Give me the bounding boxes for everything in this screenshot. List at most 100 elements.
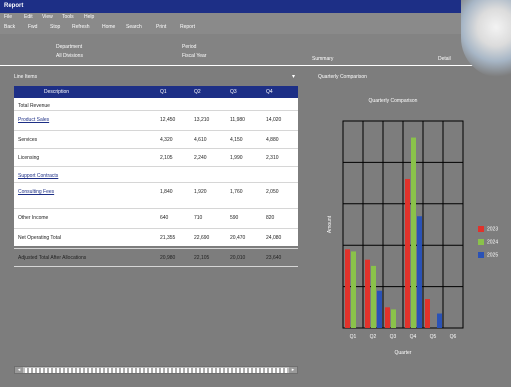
bar[interactable] bbox=[391, 309, 396, 328]
bar[interactable] bbox=[345, 249, 350, 328]
row-label: Total Revenue bbox=[18, 103, 50, 109]
col-header-q4[interactable]: Q4 bbox=[266, 89, 273, 95]
chart-legend: 2023 2024 2025 bbox=[478, 226, 498, 265]
row-value: 640 bbox=[160, 215, 168, 221]
bar-chart: Q1 Q2 Q3 Q4 Q5 Q6 Quarter Amount bbox=[313, 86, 478, 371]
x-tick-label: Q3 bbox=[390, 334, 397, 340]
table-row[interactable]: Support Contracts bbox=[14, 169, 298, 183]
bar[interactable] bbox=[351, 251, 356, 328]
x-tick-label: Q1 bbox=[350, 334, 357, 340]
header-period-value: Fiscal Year bbox=[182, 53, 206, 59]
row-value: 12,450 bbox=[160, 117, 175, 123]
table-row[interactable]: Consulting Fees 1,840 1,920 1,760 2,050 bbox=[14, 185, 298, 209]
menu-edit[interactable]: Edit bbox=[24, 14, 33, 20]
stop-button[interactable]: Stop bbox=[50, 24, 60, 30]
table-row[interactable]: Adjusted Total After Allocations 20,980 22… bbox=[14, 251, 298, 267]
table-row[interactable]: Total Revenue bbox=[14, 99, 298, 111]
menu-help[interactable]: Help bbox=[84, 14, 94, 20]
legend-item: 2025 bbox=[478, 252, 498, 265]
left-section-label: Line Items bbox=[14, 74, 37, 80]
header-period-label: Period bbox=[182, 44, 196, 50]
row-value: 20,010 bbox=[230, 255, 245, 261]
row-value: 1,840 bbox=[160, 189, 173, 195]
menu-view[interactable]: View bbox=[42, 14, 53, 20]
bar[interactable] bbox=[417, 216, 422, 328]
print-button[interactable]: Print bbox=[156, 24, 166, 30]
legend-label: 2025 bbox=[487, 252, 498, 258]
legend-item: 2023 bbox=[478, 226, 498, 239]
row-value: 710 bbox=[194, 215, 202, 221]
menu-file[interactable]: File bbox=[4, 14, 12, 20]
table-header: Description Q1 Q2 Q3 Q4 bbox=[14, 86, 298, 98]
col-header-q1[interactable]: Q1 bbox=[160, 89, 167, 95]
tab-detail[interactable]: Detail bbox=[438, 56, 451, 62]
col-header-q2[interactable]: Q2 bbox=[194, 89, 201, 95]
row-value: 820 bbox=[266, 215, 274, 221]
row-value: 1,990 bbox=[230, 155, 243, 161]
legend-swatch bbox=[478, 252, 484, 258]
row-value: 4,880 bbox=[266, 137, 279, 143]
bar[interactable] bbox=[437, 314, 442, 328]
y-axis-label: Amount bbox=[327, 215, 333, 233]
report-header bbox=[0, 34, 511, 66]
bar[interactable] bbox=[365, 260, 370, 328]
row-value: 21,355 bbox=[160, 235, 175, 241]
row-label: Services bbox=[18, 137, 37, 143]
header-department-label: Department bbox=[56, 44, 82, 50]
col-header-q3[interactable]: Q3 bbox=[230, 89, 237, 95]
x-tick-label: Q5 bbox=[430, 334, 437, 340]
row-link[interactable]: Product Sales bbox=[18, 117, 49, 123]
report-button[interactable]: Report bbox=[180, 24, 195, 30]
refresh-button[interactable]: Refresh bbox=[72, 24, 90, 30]
row-label: Adjusted Total After Allocations bbox=[18, 255, 86, 261]
row-value: 20,980 bbox=[160, 255, 175, 261]
row-value: 14,020 bbox=[266, 117, 281, 123]
toolbar: Back Fwd Stop Refresh Home Search Print … bbox=[0, 22, 470, 34]
bar[interactable] bbox=[377, 291, 382, 328]
row-link[interactable]: Consulting Fees bbox=[18, 189, 54, 195]
scroll-right-icon[interactable]: ▸ bbox=[289, 367, 297, 373]
table-row[interactable]: Licensing 2,105 2,240 1,990 2,310 bbox=[14, 151, 298, 167]
row-link[interactable]: Support Contracts bbox=[18, 173, 58, 179]
bar[interactable] bbox=[411, 138, 416, 328]
row-value: 13,210 bbox=[194, 117, 209, 123]
bar[interactable] bbox=[385, 307, 390, 328]
row-value: 4,610 bbox=[194, 137, 207, 143]
row-value: 2,240 bbox=[194, 155, 207, 161]
row-value: 2,310 bbox=[266, 155, 279, 161]
menu-tools[interactable]: Tools bbox=[62, 14, 74, 20]
bar[interactable] bbox=[425, 299, 430, 328]
bar[interactable] bbox=[405, 179, 410, 328]
horizontal-scrollbar[interactable]: ◂ ▸ bbox=[14, 366, 298, 374]
header-department-value: All Divisions bbox=[56, 53, 83, 59]
table-row[interactable]: Services 4,320 4,610 4,150 4,880 bbox=[14, 133, 298, 149]
header-photo bbox=[461, 0, 511, 78]
header-divider bbox=[0, 65, 511, 66]
legend-swatch bbox=[478, 226, 484, 232]
home-button[interactable]: Home bbox=[102, 24, 115, 30]
tab-summary[interactable]: Summary bbox=[312, 56, 333, 62]
forward-button[interactable]: Fwd bbox=[28, 24, 37, 30]
collapse-arrow-icon[interactable]: ▾ bbox=[292, 73, 295, 80]
x-tick-label: Q6 bbox=[450, 334, 457, 340]
table-row[interactable]: Product Sales 12,450 13,210 11,980 14,020 bbox=[14, 113, 298, 131]
row-value: 1,920 bbox=[194, 189, 207, 195]
legend-item: 2024 bbox=[478, 239, 498, 252]
scroll-left-icon[interactable]: ◂ bbox=[15, 367, 23, 373]
back-button[interactable]: Back bbox=[4, 24, 15, 30]
row-value: 4,150 bbox=[230, 137, 243, 143]
legend-swatch bbox=[478, 239, 484, 245]
search-button[interactable]: Search bbox=[126, 24, 142, 30]
right-section-title: Quarterly Comparison bbox=[318, 74, 367, 80]
row-label: Licensing bbox=[18, 155, 39, 161]
x-tick-label: Q2 bbox=[370, 334, 377, 340]
menu-bar: File Edit View Tools Help bbox=[0, 13, 470, 22]
row-label: Other Income bbox=[18, 215, 48, 221]
title-bar: Report bbox=[0, 0, 511, 13]
table-row[interactable]: Net Operating Total 21,355 22,690 20,470 24,… bbox=[14, 231, 298, 249]
x-tick-label: Q4 bbox=[410, 334, 417, 340]
scroll-thumb[interactable] bbox=[25, 368, 287, 373]
bar[interactable] bbox=[371, 266, 376, 328]
table-row[interactable]: Other Income 640 710 590 820 bbox=[14, 211, 298, 229]
col-header-description[interactable]: Description bbox=[44, 89, 69, 95]
